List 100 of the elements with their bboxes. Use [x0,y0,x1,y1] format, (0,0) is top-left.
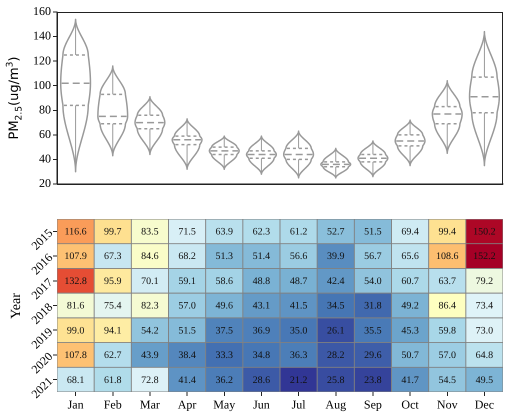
data-label: 49.5 [476,374,494,386]
data-label: 75.4 [104,300,122,312]
x-tick-label: Feb [104,397,122,412]
data-label: 70.1 [141,276,159,287]
x-tick-label: Apr [178,397,196,412]
y-tick-label: 20 [39,176,51,190]
data-label: 34.8 [252,350,270,362]
data-label: 43.9 [141,350,159,362]
y-tick-label: 60 [39,127,51,142]
x-tick-label: Jul [292,397,306,412]
data-label: 38.4 [178,350,196,362]
data-label: 26.1 [327,325,344,336]
data-label: 35.5 [364,325,382,336]
data-label: 72.8 [141,374,159,386]
data-label: 54.0 [364,276,382,287]
data-label: 69.4 [401,226,419,238]
data-label: 132.8 [64,276,87,287]
data-label: 67.3 [104,251,122,262]
x-tick-label: Mar [140,397,160,412]
data-label: 73.0 [476,325,494,336]
data-label: 48.7 [290,276,308,287]
data-label: 79.2 [476,276,494,287]
data-label: 41.4 [178,374,196,386]
data-label: 62.3 [252,226,270,238]
data-label: 86.4 [438,300,456,312]
data-label: 107.8 [64,350,87,362]
data-label: 49.2 [401,300,419,312]
data-label: 107.9 [64,251,87,262]
data-label: 57.0 [178,300,196,312]
y-tick-label: 160 [33,4,51,18]
data-label: 95.9 [104,276,122,287]
data-label: 39.9 [327,251,344,262]
data-label: 62.7 [104,350,122,362]
data-label: 51.3 [216,251,233,262]
data-label: 82.3 [141,300,159,312]
x-tick-label: Sep [364,397,382,412]
x-tick-label: Oct [401,397,420,412]
data-label: 94.1 [104,325,122,336]
x-tick-label: Jan [68,397,84,412]
data-label: 49.6 [216,300,233,312]
data-label: 36.9 [252,325,270,336]
x-tick-label: Aug [325,397,346,412]
data-label: 116.6 [64,226,87,238]
data-label: 65.6 [401,251,419,262]
data-label: 81.6 [66,300,84,312]
data-label: 150.2 [473,226,496,238]
data-label: 42.4 [327,276,344,287]
y-tick-label: 40 [39,152,51,166]
y-axis-title: Year [8,292,24,318]
data-label: 152.2 [473,251,496,262]
data-label: 52.7 [327,226,344,238]
y-tick-label: 140 [33,28,51,43]
data-label: 63.7 [438,276,456,287]
data-label: 50.7 [401,350,419,362]
data-label: 37.5 [216,325,233,336]
data-label: 68.2 [178,251,196,262]
data-label: 63.9 [216,226,233,238]
data-label: 45.3 [401,325,419,336]
data-label: 51.5 [364,226,382,238]
data-label: 31.8 [364,300,382,312]
data-label: 99.0 [66,325,84,336]
data-label: 33.3 [216,350,233,362]
data-label: 83.5 [141,226,159,238]
data-label: 41.7 [401,374,419,386]
data-label: 57.0 [438,350,456,362]
data-label: 108.6 [436,251,458,262]
y-tick-label: 100 [33,78,51,92]
data-label: 60.7 [401,276,419,287]
data-label: 54.5 [438,374,456,386]
data-label: 25.8 [327,374,344,386]
x-tick-label: Dec [474,397,494,412]
data-label: 51.5 [178,325,196,336]
data-label: 54.2 [141,325,159,336]
y-tick-label: 80 [39,102,51,116]
data-label: 21.2 [290,374,308,386]
x-tick-label: Jun [253,397,270,412]
data-label: 36.3 [290,350,308,362]
data-label: 73.4 [476,300,494,312]
data-label: 71.5 [178,226,196,238]
data-label: 28.2 [327,350,344,362]
data-label: 84.6 [141,251,159,262]
data-label: 59.1 [178,276,196,287]
data-label: 29.6 [364,350,382,362]
data-label: 36.2 [216,374,233,386]
data-label: 34.5 [327,300,344,312]
data-label: 56.7 [364,251,382,262]
data-label: 48.8 [252,276,270,287]
x-tick-label: May [213,397,236,412]
data-label: 99.7 [104,226,122,238]
data-label: 68.1 [66,374,84,386]
data-label: 41.5 [290,300,308,312]
data-label: 59.8 [438,325,456,336]
y-tick-label: 120 [33,53,51,68]
data-label: 61.2 [290,226,308,238]
data-label: 64.8 [476,350,494,362]
data-label: 56.6 [290,251,308,262]
data-label: 35.0 [290,325,308,336]
data-label: 28.6 [252,374,270,386]
data-label: 43.1 [252,300,270,312]
data-label: 58.6 [216,276,233,287]
